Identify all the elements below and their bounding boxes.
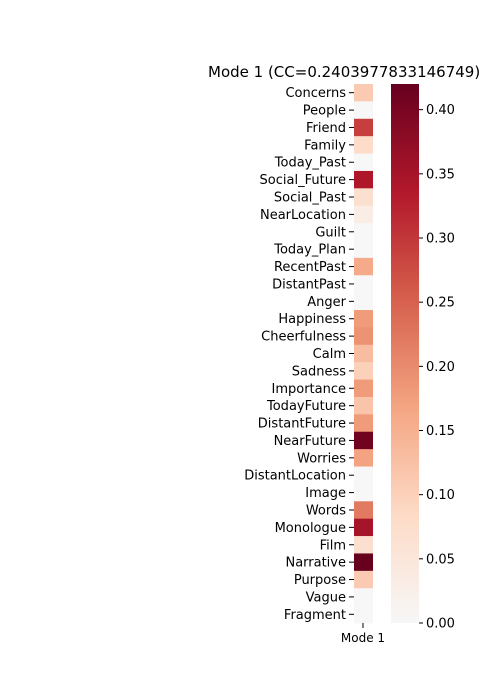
colorbar-tick-label: 0.10 <box>426 488 455 503</box>
y-tick-label: Worries <box>297 451 346 466</box>
heatmap-cell <box>354 605 373 624</box>
y-tick-label: DistantPast <box>272 277 346 292</box>
y-tick-label: DistantLocation <box>244 469 346 484</box>
y-tick-label: Fragment <box>284 608 346 623</box>
colorbar-tick-label: 0.25 <box>426 296 455 311</box>
heatmap-cell <box>354 153 373 172</box>
heatmap-cell <box>354 101 373 120</box>
heatmap-cell <box>354 501 373 520</box>
y-tick-label: Happiness <box>278 312 346 327</box>
heatmap-cell <box>354 483 373 502</box>
heatmap-cell <box>354 310 373 328</box>
heatmap-cell <box>354 275 373 294</box>
heatmap-cell <box>354 205 373 224</box>
heatmap-cell <box>354 223 373 241</box>
y-tick-label: Family <box>304 138 346 153</box>
colorbar-tick-label: 0.20 <box>426 360 455 375</box>
heatmap-cell <box>354 84 373 102</box>
heatmap-cell <box>354 466 373 485</box>
colorbar-tick-label: 0.00 <box>426 617 455 632</box>
heatmap-cell <box>354 327 373 346</box>
y-tick-label: Monologue <box>275 521 346 536</box>
y-tick-label: DistantFuture <box>258 417 346 432</box>
x-tick-label: Mode 1 <box>341 631 385 645</box>
y-tick-label: RecentPast <box>274 260 346 275</box>
y-tick-labels: Concerns People Friend Family Today_Past Soci… <box>244 86 354 623</box>
heatmap-cell <box>354 431 373 450</box>
colorbar-tick-label: 0.35 <box>426 167 455 182</box>
y-tick-label: NearLocation <box>260 208 346 223</box>
heatmap-cell <box>354 396 373 415</box>
heatmap-cell <box>354 414 373 433</box>
y-tick-label: Guilt <box>315 225 346 240</box>
y-tick-label: Narrative <box>285 556 346 571</box>
y-tick-label: Today_Past <box>274 156 346 171</box>
y-tick-label: Friend <box>306 121 346 136</box>
y-tick-label: Calm <box>313 347 346 362</box>
colorbar-tick-label: 0.15 <box>426 424 455 439</box>
colorbar-tick-label: 0.30 <box>426 232 455 247</box>
heatmap-cell <box>354 344 373 363</box>
y-tick-label: Importance <box>272 382 347 397</box>
heatmap-cell <box>354 170 373 189</box>
y-tick-label: TodayFuture <box>266 399 346 414</box>
y-tick-label: Vague <box>306 590 346 605</box>
chart-title: Mode 1 (CC=0.2403977833146749) <box>208 63 480 81</box>
heatmap-cell <box>354 588 373 607</box>
heatmap-cell <box>354 292 373 311</box>
y-tick-label: Social_Past <box>274 191 346 206</box>
heatmap-cell <box>354 136 373 154</box>
y-tick-label: Concerns <box>285 86 346 101</box>
y-tick-label: NearFuture <box>274 434 346 449</box>
y-tick-label: Sadness <box>292 364 346 379</box>
colorbar-tick-label: 0.05 <box>426 552 455 567</box>
heatmap-cell <box>354 240 373 259</box>
y-tick-label: Today_Plan <box>273 243 346 258</box>
heatmap-cell <box>354 188 373 207</box>
heatmap-cell <box>354 536 373 554</box>
y-tick-label: Social_Future <box>260 173 346 188</box>
heatmap-cell <box>354 257 373 276</box>
heatmap-cell <box>354 518 373 537</box>
colorbar-ticks: 0.00 0.05 0.10 0.15 0.20 0.25 0.30 0.35 0.40 <box>419 103 455 632</box>
y-tick-label: Image <box>305 486 346 501</box>
heatmap-cell <box>354 362 373 380</box>
heatmap-cell <box>354 570 373 589</box>
heatmap-cell <box>354 553 373 572</box>
heatmap-cell <box>354 379 373 398</box>
y-tick-label: Film <box>320 538 346 553</box>
y-tick-label: Cheerfulness <box>261 330 346 345</box>
y-tick-label: People <box>303 104 346 119</box>
y-tick-label: Purpose <box>294 573 346 588</box>
y-tick-label: Anger <box>307 295 346 310</box>
heatmap-cell <box>354 449 373 467</box>
heatmap-cell <box>354 118 373 137</box>
colorbar-tick-label: 0.40 <box>426 103 455 118</box>
colorbar <box>391 84 419 623</box>
y-tick-label: Words <box>306 503 346 518</box>
heatmap-cells <box>354 84 373 624</box>
